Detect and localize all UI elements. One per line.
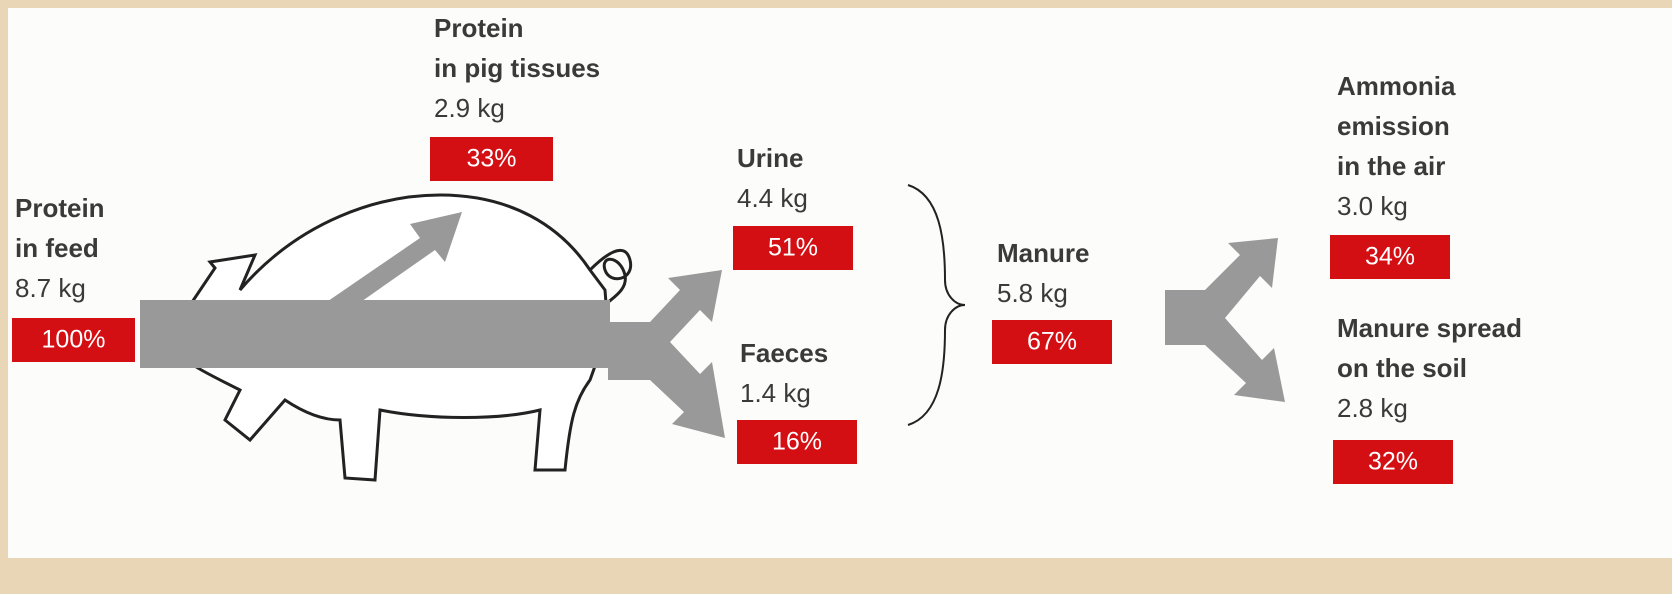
node-label: Manure	[997, 238, 1089, 268]
diagram: Protein in feed 8.7 kg 100% Protein in pig ti…	[0, 0, 1672, 594]
node-label: Protein	[434, 13, 524, 43]
node-label: on the soil	[1337, 353, 1467, 383]
node-share: 34%	[1365, 243, 1415, 271]
feed-flow	[140, 300, 610, 368]
node-amount: 2.8 kg	[1337, 393, 1408, 423]
node-share: 32%	[1368, 448, 1418, 476]
node-amount: 3.0 kg	[1337, 191, 1408, 221]
node-label: Ammonia	[1337, 71, 1456, 101]
node-share: 67%	[1027, 328, 1077, 356]
node-amount: 1.4 kg	[740, 378, 811, 408]
node-share: 100%	[42, 326, 106, 354]
node-share: 51%	[768, 234, 818, 262]
node-label: Urine	[737, 143, 803, 173]
node-label: in pig tissues	[434, 53, 600, 83]
node-label: Protein	[15, 193, 105, 223]
node-share: 33%	[466, 145, 516, 173]
node-amount: 2.9 kg	[434, 93, 505, 123]
node-label: in feed	[15, 233, 99, 263]
node-label: emission	[1337, 111, 1450, 141]
node-share: 16%	[772, 428, 822, 456]
node-amount: 5.8 kg	[997, 278, 1068, 308]
node-label: Manure spread	[1337, 313, 1522, 343]
node-amount: 8.7 kg	[15, 273, 86, 303]
node-label: in the air	[1337, 151, 1445, 181]
node-label: Faeces	[740, 338, 828, 368]
page: Protein in feed 8.7 kg 100% Protein in pig ti…	[0, 0, 1672, 594]
node-amount: 4.4 kg	[737, 183, 808, 213]
